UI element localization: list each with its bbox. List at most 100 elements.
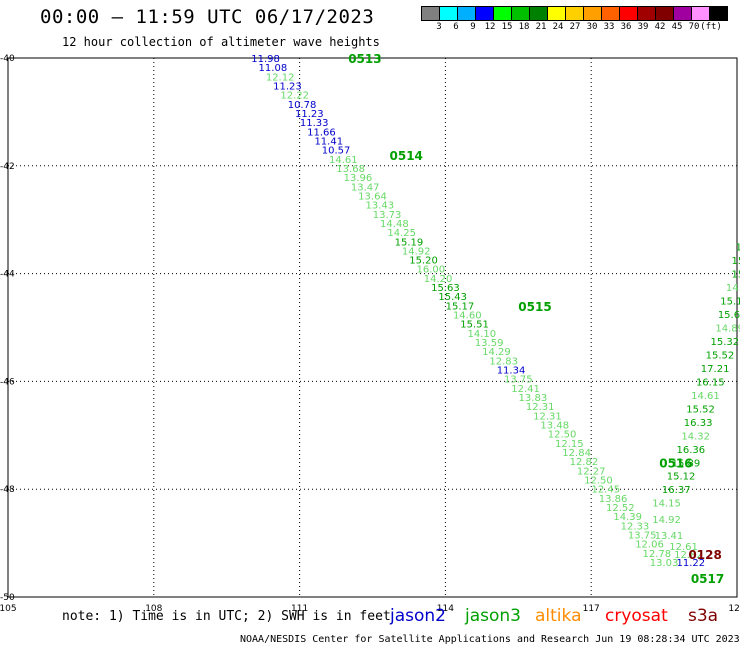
- wave-height-value: 14.48: [380, 219, 409, 230]
- track-time-label: 0514: [390, 149, 423, 163]
- wave-height-value: 14.20: [424, 274, 453, 285]
- wave-height-value: 12.82: [570, 457, 599, 468]
- wave-height-value: 15.43: [438, 292, 467, 303]
- legend-label: 36: [620, 22, 632, 32]
- wave-height-value: 12.31: [526, 402, 555, 413]
- wave-height-value: 13.59: [475, 338, 504, 349]
- wave-height-value: 13.68: [336, 164, 365, 175]
- wave-height-value: 15.12: [667, 472, 696, 483]
- wave-height-value: 13.41: [655, 531, 684, 542]
- wave-height-value: 15.19: [395, 237, 424, 248]
- wave-height-value: 13.96: [344, 173, 373, 184]
- map-title: 00:00 – 11:59 UTC 06/17/2023: [40, 6, 375, 28]
- legend-label: 9: [470, 22, 476, 32]
- wave-height-value: 14.29: [482, 347, 511, 358]
- wave-height-value: 14.39: [613, 512, 642, 523]
- track-time-label: 0517: [691, 572, 724, 586]
- wave-height-value: 15.52: [706, 350, 735, 361]
- wave-height-value: 13.64: [358, 191, 387, 202]
- wave-height-value: 11.41: [314, 136, 343, 147]
- wave-height-value: 11.22: [677, 558, 706, 569]
- wave-height-value: 15.: [731, 256, 740, 267]
- track-time-label: 0516: [659, 456, 692, 470]
- note-text: note: 1) Time is in UTC; 2) SWH is in fe…: [62, 609, 391, 624]
- wave-height-value: 15.89: [672, 458, 701, 469]
- wave-height-value: 11.23: [295, 109, 324, 120]
- legend-label: 45: [671, 22, 683, 32]
- map-subtitle: 12 hour collection of altimeter wave hei…: [62, 35, 380, 49]
- wave-height-value: 11.23: [273, 81, 302, 92]
- wave-height-value: 12.50: [548, 430, 577, 441]
- legend-label: 70: [688, 22, 700, 32]
- y-tick-label: -48: [0, 485, 15, 495]
- y-tick-label: -40: [0, 54, 15, 64]
- wave-height-value: 13.83: [519, 393, 548, 404]
- footer-credit: NOAA/NESDIS Center for Satellite Applica…: [240, 634, 740, 645]
- wave-height-value: 12.22: [280, 91, 309, 102]
- wave-height-value: 12.27: [577, 466, 606, 477]
- legend-label: 21: [535, 22, 547, 32]
- legend-label: 3: [436, 22, 442, 32]
- wave-height-value: 15.18: [720, 297, 740, 308]
- wave-height-value: 13.86: [599, 494, 628, 505]
- wave-height-value: 14.89: [715, 324, 740, 335]
- wave-height-value: 16.15: [696, 377, 725, 388]
- wave-height-value: 12.31: [533, 411, 562, 422]
- satellite-legend-jason3: jason3: [465, 606, 521, 626]
- legend-label: 15: [501, 22, 513, 32]
- x-tick-label: 117: [583, 604, 600, 614]
- wave-height-value: 12.52: [606, 503, 635, 514]
- wave-height-value: 12.45: [591, 485, 620, 496]
- wave-height-value: 13.03: [650, 558, 679, 569]
- wave-height-value: 10.57: [322, 146, 351, 157]
- wave-height-value: 11.98: [251, 54, 280, 65]
- y-tick-label: -46: [0, 377, 15, 387]
- wave-height-value: 14.92: [402, 246, 431, 257]
- wave-height-value: 15.20: [409, 256, 438, 267]
- track-time-label: 0128: [688, 548, 721, 562]
- wave-height-value: 14.3: [726, 283, 740, 294]
- wave-height-value: 14.60: [453, 311, 482, 322]
- wave-height-value: 14.10: [468, 329, 497, 340]
- wave-height-value: 14.61: [329, 155, 358, 166]
- wave-height-value: 12.12: [266, 72, 295, 83]
- wave-height-value: 15.68: [718, 310, 740, 321]
- wave-height-value: 12.41: [511, 384, 540, 395]
- wave-height-value: 12.61: [669, 542, 698, 553]
- wave-height-value: 10.78: [288, 100, 317, 111]
- wave-height-value: 15.17: [446, 301, 475, 312]
- wave-height-value: 14.25: [387, 228, 416, 239]
- wave-height-value: 13.48: [540, 421, 569, 432]
- legend-label: 42: [654, 22, 666, 32]
- legend-label: 39: [637, 22, 649, 32]
- x-tick-label: 108: [145, 604, 162, 614]
- wave-height-value: 12.15: [555, 439, 584, 450]
- wave-height-value: 12.83: [489, 356, 518, 367]
- wave-height-value: 16.00: [416, 265, 445, 276]
- wave-height-value: 12.33: [621, 521, 650, 532]
- wave-height-value: 15.32: [711, 337, 740, 348]
- wave-height-value: 11.66: [307, 127, 336, 138]
- satellite-legend-s3a: s3a: [688, 606, 719, 626]
- wave-height-value: 16.37: [662, 485, 691, 496]
- legend-label: 33: [603, 22, 615, 32]
- legend-swatch: [709, 6, 728, 21]
- satellite-legend-cryosat: cryosat: [605, 606, 668, 626]
- y-tick-label: -42: [0, 162, 15, 172]
- y-tick-label: -44: [0, 270, 15, 280]
- satellite-legend-jason2: jason2: [390, 606, 446, 626]
- wave-height-value: 15.63: [431, 283, 460, 294]
- wave-height-value: 15.: [731, 270, 740, 281]
- wave-height-value: 14.32: [681, 431, 710, 442]
- color-scale-legend: [421, 6, 728, 21]
- wave-height-value: 13.43: [365, 201, 394, 212]
- legend-unit: (ft): [700, 22, 722, 32]
- wave-height-value: 12.84: [562, 448, 591, 459]
- wave-height-value: 13.47: [351, 182, 380, 193]
- wave-height-value: 17.21: [701, 364, 730, 375]
- wave-height-value: 14.61: [691, 391, 720, 402]
- wave-height-value: 11.08: [259, 63, 288, 74]
- y-tick-label: -50: [0, 593, 15, 603]
- wave-height-value: 12.50: [584, 475, 613, 486]
- wave-height-value: 16: [735, 243, 740, 254]
